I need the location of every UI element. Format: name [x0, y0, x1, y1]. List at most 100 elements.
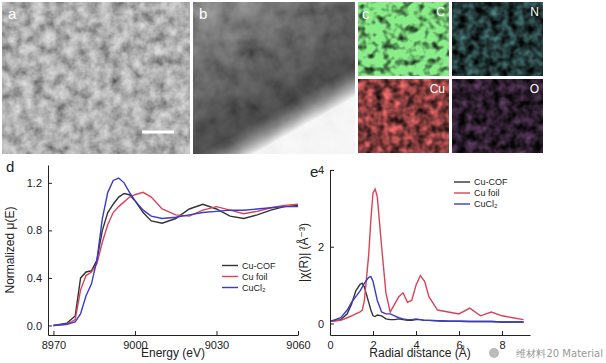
- tick-label: 2: [318, 241, 324, 253]
- tick: 2: [318, 241, 334, 253]
- x-axis-title: Radial distance (Å): [369, 345, 470, 360]
- image-background: [2, 2, 190, 154]
- data-line: [53, 178, 298, 325]
- tick-mark: [330, 247, 334, 248]
- image-texture: [193, 2, 355, 154]
- tick-mark: [48, 325, 52, 326]
- tick-mark: [48, 183, 52, 184]
- element-label: O: [530, 82, 539, 96]
- legend: Cu-COFCu foilCuCl₂: [454, 177, 508, 209]
- chart: 89709000903090600.00.40.81.2Energy (eV)N…: [3, 158, 311, 360]
- tick: 1.2: [27, 177, 52, 189]
- tick-label: 4: [318, 164, 324, 176]
- map-background: [358, 2, 449, 76]
- data-line: [330, 277, 524, 322]
- watermark-text: 维材料20 Material: [516, 348, 603, 359]
- legend-swatch: [454, 203, 470, 204]
- legend-swatch: [222, 276, 238, 277]
- legend-swatch: [222, 287, 238, 288]
- tick-label: 1.2: [27, 177, 42, 189]
- axis: 0.0 0.4 0.8 1.2: [27, 166, 52, 336]
- tick: 9030: [205, 331, 229, 351]
- figure: abCNCuOc89709000903090600.00.40.81.2Ener…: [0, 0, 606, 363]
- tick-mark: [330, 170, 334, 171]
- watermark: 维材料20 Material: [489, 348, 603, 359]
- map-signal: [358, 2, 449, 76]
- tick: 0.0: [27, 320, 52, 332]
- tick: 0: [318, 318, 334, 330]
- legend-label: Cu foil: [474, 188, 500, 198]
- tick: 8: [499, 331, 505, 351]
- element-label: Cu: [430, 82, 445, 96]
- map-signal: [452, 79, 543, 153]
- tick: 0.4: [27, 272, 52, 284]
- map-background: [452, 2, 543, 76]
- plot-lines: [53, 178, 298, 325]
- axis: 0 2 4: [318, 164, 334, 335]
- tick-mark: [416, 331, 417, 335]
- tick-label: 8: [499, 339, 505, 351]
- tick-mark: [216, 331, 217, 335]
- element-maps: C N Cu Oc: [358, 2, 543, 153]
- scale-bar: [142, 131, 174, 134]
- tick-label: 0.4: [27, 272, 42, 284]
- data-line: [53, 194, 298, 326]
- tick-label: 0.8: [27, 224, 42, 236]
- tick-mark: [48, 278, 52, 279]
- panel-label: b: [199, 5, 207, 22]
- image-background: [193, 2, 355, 154]
- data-line: [53, 192, 298, 325]
- panel-label: e: [310, 163, 318, 180]
- legend-label: Cu-COF: [242, 261, 276, 271]
- legend-swatch: [454, 192, 470, 193]
- tick-mark: [298, 331, 299, 335]
- element-label: N: [530, 5, 539, 19]
- data-line: [330, 189, 524, 321]
- chart: 02468024Radial distance (Å)|χ(R)| (Å⁻³)e…: [296, 163, 531, 360]
- element-label: C: [436, 5, 445, 19]
- x-axis-title: Energy (eV): [141, 346, 205, 360]
- legend: Cu-COFCu foilCuCl₂: [222, 261, 276, 293]
- image-panel: a: [2, 2, 190, 154]
- tick-mark: [373, 331, 374, 335]
- plot-lines: [330, 189, 524, 322]
- tick-mark: [53, 331, 54, 335]
- axis-line: [330, 171, 331, 336]
- tick-label: 0: [327, 339, 333, 351]
- map-background: [452, 79, 543, 153]
- panel-label: a: [8, 5, 17, 22]
- tick-label: 8970: [42, 339, 66, 351]
- map-signal: [452, 2, 543, 76]
- legend-label: CuCl₂: [242, 283, 266, 293]
- axis-line: [331, 335, 531, 336]
- tick-mark: [502, 331, 503, 335]
- panel-label: c: [362, 5, 370, 22]
- tick: 4: [318, 164, 334, 176]
- tick-mark: [135, 331, 136, 335]
- tick: 9060: [286, 331, 310, 351]
- legend-label: Cu foil: [242, 272, 268, 282]
- tick-label: 0.0: [27, 320, 42, 332]
- tick-mark: [330, 323, 334, 324]
- map-signal: [358, 79, 449, 153]
- y-axis-title: Normalized μ(E): [3, 207, 17, 294]
- legend-swatch: [454, 181, 470, 182]
- y-axis-title: |χ(R)| (Å⁻³): [296, 223, 311, 282]
- watermark-icon: [489, 348, 499, 358]
- tick-label: 0: [318, 318, 324, 330]
- axis-line: [48, 166, 49, 336]
- tick-label: 9060: [286, 339, 310, 351]
- image-texture: [2, 2, 190, 154]
- panel-label: d: [6, 158, 14, 175]
- tick-label: 9030: [205, 339, 229, 351]
- legend-swatch: [222, 265, 238, 266]
- map-background: [358, 79, 449, 153]
- tick-mark: [48, 230, 52, 231]
- legend-label: CuCl₂: [474, 199, 498, 209]
- tick: 8970: [42, 331, 66, 351]
- tick: 0.8: [27, 224, 52, 236]
- image-shading: [193, 2, 355, 154]
- tick-mark: [459, 331, 460, 335]
- image-panel: b: [193, 2, 355, 154]
- axis-line: [49, 335, 299, 336]
